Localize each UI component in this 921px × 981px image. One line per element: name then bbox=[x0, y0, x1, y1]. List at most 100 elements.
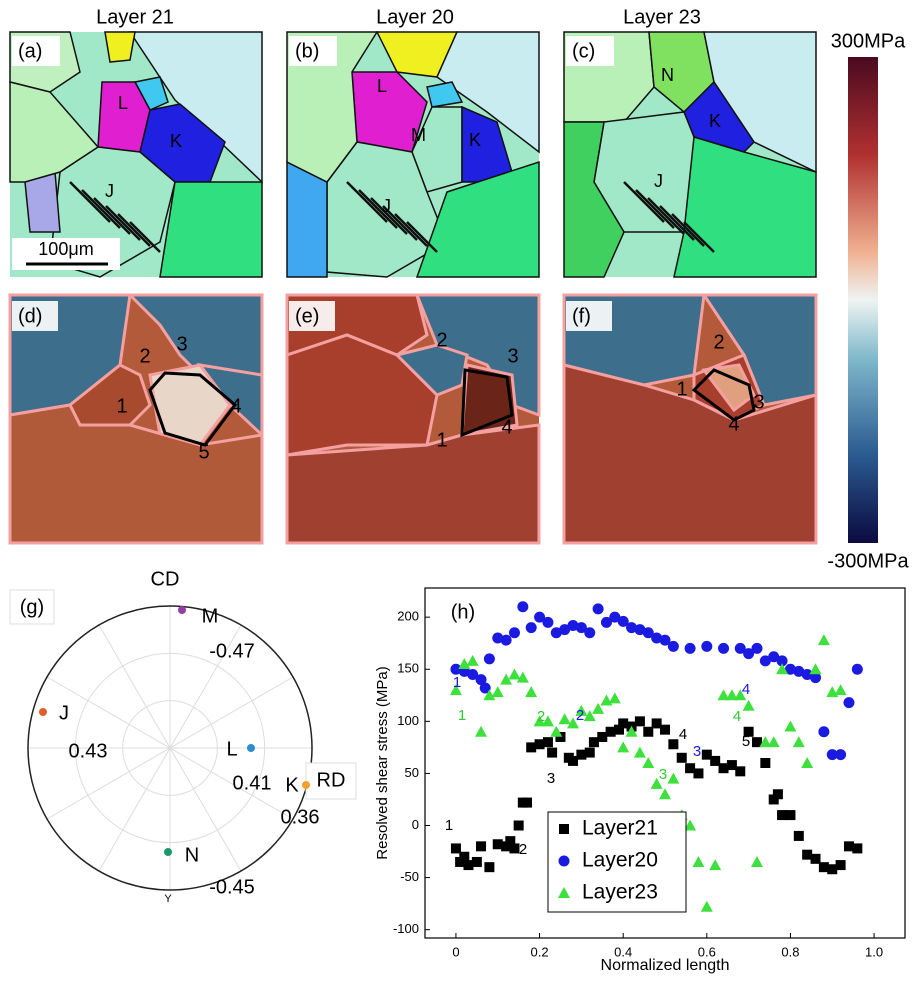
panel-label-box bbox=[566, 301, 612, 331]
panel-label: (a) bbox=[18, 40, 42, 62]
data-point bbox=[742, 699, 755, 711]
pole-value: 0.41 bbox=[233, 772, 272, 794]
data-point bbox=[525, 622, 537, 634]
pole-name: L bbox=[226, 738, 237, 760]
pole-point bbox=[178, 606, 186, 614]
data-point bbox=[483, 689, 496, 701]
twin-line bbox=[69, 181, 111, 223]
path-point-label: 4 bbox=[230, 395, 241, 417]
annotation: 4 bbox=[733, 708, 741, 725]
twin-line bbox=[346, 181, 388, 223]
stress-map: (d) 3 2 1 4 5 bbox=[8, 293, 264, 545]
data-point bbox=[575, 704, 588, 716]
path-point-label: 2 bbox=[713, 331, 724, 353]
data-point bbox=[541, 715, 554, 727]
annotation: 2 bbox=[537, 708, 545, 725]
axis-label: CD bbox=[151, 568, 180, 590]
grain-label: K bbox=[170, 131, 182, 151]
data-point bbox=[760, 758, 771, 768]
data-point bbox=[550, 627, 562, 639]
data-point bbox=[818, 726, 830, 738]
panel-label: (h) bbox=[451, 601, 475, 623]
twin-line bbox=[129, 221, 161, 253]
data-point bbox=[466, 654, 479, 666]
data-point bbox=[609, 611, 621, 623]
data-point bbox=[455, 856, 466, 867]
data-point bbox=[809, 663, 822, 675]
data-point bbox=[659, 634, 671, 646]
orientation-map: (b) L M K J bbox=[286, 31, 540, 278]
grain-label: K bbox=[469, 130, 481, 150]
data-point bbox=[792, 736, 805, 748]
twin-line bbox=[635, 189, 675, 229]
data-point bbox=[475, 674, 487, 686]
data-point bbox=[633, 746, 646, 758]
path-loop bbox=[148, 371, 238, 447]
data-point bbox=[458, 658, 471, 670]
grain bbox=[285, 423, 541, 545]
data-point bbox=[776, 663, 789, 675]
orientation-map: (a) L K J bbox=[9, 31, 263, 278]
data-point bbox=[835, 749, 847, 761]
data-point bbox=[801, 757, 814, 768]
data-point bbox=[651, 718, 662, 729]
data-point bbox=[843, 697, 855, 709]
data-point bbox=[459, 851, 470, 862]
data-point bbox=[479, 682, 491, 694]
legend-marker bbox=[559, 824, 569, 834]
path-point-label: 4 bbox=[501, 416, 512, 438]
data-point bbox=[776, 655, 788, 667]
panel-label: (d) bbox=[18, 305, 42, 327]
path-loop bbox=[460, 368, 514, 438]
twin-line bbox=[406, 221, 438, 253]
data-point bbox=[505, 836, 516, 847]
x-tick-label: 0.6 bbox=[698, 944, 716, 959]
data-point bbox=[634, 624, 646, 636]
annotation: 1 bbox=[445, 817, 453, 834]
data-point bbox=[701, 749, 712, 760]
data-point bbox=[717, 689, 730, 701]
data-point bbox=[726, 760, 737, 771]
column-title: Layer 20 bbox=[376, 6, 454, 28]
data-point bbox=[626, 622, 638, 634]
data-point bbox=[709, 859, 722, 871]
data-point bbox=[802, 849, 813, 860]
data-point bbox=[576, 749, 587, 760]
y-tick-label: 50 bbox=[405, 765, 419, 780]
data-point bbox=[642, 627, 654, 639]
x-tick-label: 0.2 bbox=[531, 944, 549, 959]
y-tick-label: 0 bbox=[412, 817, 419, 832]
data-point bbox=[584, 627, 596, 639]
path-point-label: 3 bbox=[753, 391, 764, 413]
data-point bbox=[772, 789, 783, 800]
data-point bbox=[693, 768, 704, 779]
grain-label: M bbox=[411, 125, 426, 145]
data-point bbox=[550, 725, 563, 737]
path-point-label: 3 bbox=[176, 333, 187, 355]
grain bbox=[128, 31, 263, 184]
panel-label-box bbox=[289, 36, 337, 66]
data-point bbox=[759, 736, 772, 748]
data-point bbox=[500, 634, 512, 646]
twin-line bbox=[117, 213, 151, 247]
data-point bbox=[651, 632, 663, 644]
data-point bbox=[534, 739, 545, 750]
path-point-label: 4 bbox=[728, 413, 739, 435]
data-point bbox=[588, 737, 599, 748]
path-point-label: 1 bbox=[676, 378, 687, 400]
annotation: 1 bbox=[453, 674, 461, 691]
grain bbox=[701, 363, 756, 413]
data-point bbox=[692, 855, 705, 867]
panel-label-box bbox=[440, 598, 486, 628]
data-point bbox=[526, 742, 537, 753]
data-point bbox=[676, 752, 687, 763]
data-point bbox=[618, 718, 629, 729]
annotation: 3 bbox=[693, 743, 701, 760]
grain-label: L bbox=[118, 93, 128, 113]
data-point bbox=[750, 855, 763, 867]
data-point bbox=[608, 692, 621, 704]
data-point bbox=[793, 830, 804, 841]
twin-line bbox=[81, 189, 121, 229]
legend-label: Layer20 bbox=[582, 849, 658, 872]
data-point bbox=[826, 686, 839, 698]
